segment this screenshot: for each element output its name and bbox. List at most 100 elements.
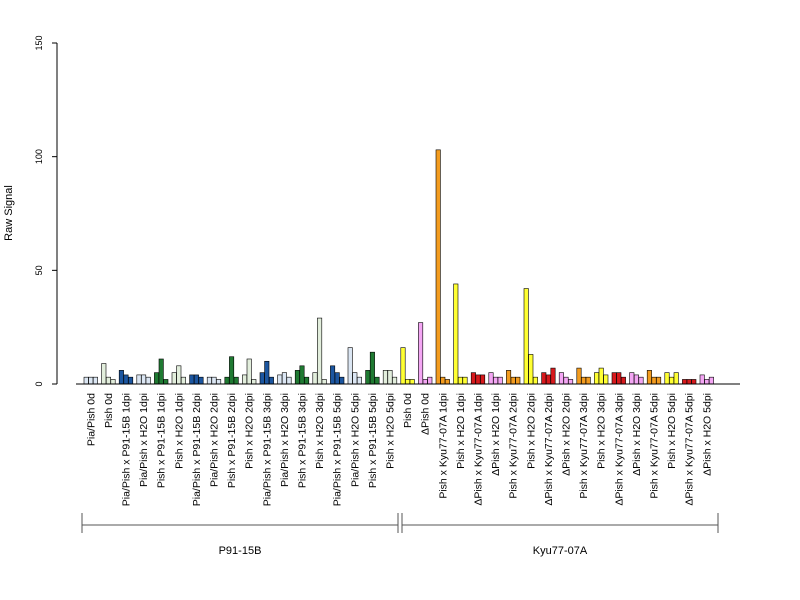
bar	[545, 374, 551, 385]
bar	[594, 372, 600, 385]
x-tick-label: Pish x P91-15B 2dpi	[226, 393, 238, 488]
y-axis: 0 50 100 150	[34, 35, 58, 387]
x-tick-label: ΔPish x Kyu77-07A 3dpi	[613, 393, 625, 506]
x-tick-label: Pish 0d	[103, 393, 115, 428]
bar	[312, 372, 318, 385]
bar	[242, 374, 248, 385]
bar	[110, 379, 116, 385]
x-tick-label: Pia/Pish 0d	[85, 393, 97, 446]
bar	[427, 376, 433, 385]
group-label: Kyu77-07A	[533, 545, 588, 557]
bar	[193, 374, 199, 385]
x-tick-label: ΔPish x H2O 2dpi	[561, 393, 573, 476]
bar	[374, 376, 380, 385]
bar	[673, 372, 679, 385]
bar	[136, 374, 142, 385]
x-tick-label: ΔPish x H2O 1dpi	[490, 393, 502, 476]
y-tick-label: 150	[34, 35, 44, 50]
bar	[180, 376, 186, 385]
x-tick-label: ΔPish x Kyu77-07A 1dpi	[473, 393, 485, 506]
bar	[462, 376, 468, 385]
bar	[163, 379, 169, 385]
bar	[294, 370, 300, 385]
bar	[480, 374, 486, 385]
y-tick-label: 0	[34, 381, 44, 386]
bar	[699, 374, 705, 385]
bar	[347, 347, 353, 385]
bar	[189, 374, 195, 385]
x-tick-label: Pish x P91-15B 5dpi	[367, 393, 379, 488]
bar	[299, 365, 305, 385]
x-tick-label: Pish x H2O 1dpi	[455, 393, 467, 469]
bar	[646, 370, 652, 385]
bar	[418, 322, 424, 385]
bar	[229, 356, 235, 385]
bar	[264, 360, 270, 385]
bar	[510, 376, 516, 385]
bar	[620, 376, 626, 385]
x-tick-label: Pish x Kyu77-07A 3dpi	[578, 393, 590, 499]
bar	[92, 376, 98, 385]
bar	[387, 370, 393, 385]
bar	[382, 370, 388, 385]
bar	[171, 372, 177, 385]
bar	[198, 376, 204, 385]
x-tick-label: Pish x Kyu77-07A 1dpi	[437, 393, 449, 499]
bar	[128, 376, 134, 385]
x-tick-label: Pish x H2O 5dpi	[666, 393, 678, 469]
bar	[506, 370, 512, 385]
x-tick-label: Pish x H2O 3dpi	[314, 393, 326, 469]
bar-series	[83, 149, 714, 385]
x-tick-label: ΔPish 0d	[420, 393, 432, 435]
bar	[233, 376, 239, 385]
bar	[356, 376, 362, 385]
x-tick-label: Pish x P91-15B 1dpi	[156, 393, 168, 488]
bar	[598, 367, 604, 385]
x-tick-label: Pia/Pish x P91-15B 2dpi	[191, 393, 203, 506]
x-tick-label: Pish x H2O 3dpi	[596, 393, 608, 469]
bar	[435, 149, 441, 385]
x-tick-label: Pish x P91-15B 3dpi	[297, 393, 309, 488]
x-tick-label: ΔPish x H2O 5dpi	[701, 393, 713, 476]
bar	[568, 379, 574, 385]
x-tick-label: Pia/Pish x P91-15B 1dpi	[121, 393, 133, 506]
x-tick-label: ΔPish x H2O 3dpi	[631, 393, 643, 476]
x-tick-label: Pia/Pish x H2O 2dpi	[209, 393, 221, 487]
bar	[176, 365, 182, 385]
bar	[88, 376, 94, 385]
group-brackets: P91-15B Kyu77-07A	[81, 513, 719, 557]
bar	[304, 376, 310, 385]
bar	[440, 376, 446, 385]
bar	[563, 376, 569, 385]
x-tick-label: Pish x H2O 2dpi	[525, 393, 537, 469]
bar	[321, 379, 327, 385]
bar	[118, 370, 124, 385]
bar	[550, 367, 556, 385]
bar	[158, 358, 164, 385]
bar	[470, 372, 476, 385]
bar	[541, 372, 547, 385]
x-tick-label: Pia/Pish x P91-15B 5dpi	[332, 393, 344, 506]
bar	[392, 376, 398, 385]
bar	[651, 376, 657, 385]
bar	[101, 363, 107, 385]
bar	[475, 374, 481, 385]
y-axis-title: Raw Signal	[3, 185, 15, 241]
bar	[409, 379, 415, 385]
bar	[251, 379, 257, 385]
bar	[558, 372, 564, 385]
bar	[629, 372, 635, 385]
bar	[277, 374, 283, 385]
bar	[206, 376, 212, 385]
bar	[532, 376, 538, 385]
bar	[691, 379, 697, 385]
bar	[708, 376, 714, 385]
x-tick-label: Pish x Kyu77-07A 5dpi	[649, 393, 661, 499]
bar	[286, 376, 292, 385]
bar	[457, 376, 463, 385]
bar	[317, 317, 323, 385]
x-tick-label: Pish x H2O 1dpi	[173, 393, 185, 469]
bar	[268, 376, 274, 385]
bar	[123, 374, 129, 385]
